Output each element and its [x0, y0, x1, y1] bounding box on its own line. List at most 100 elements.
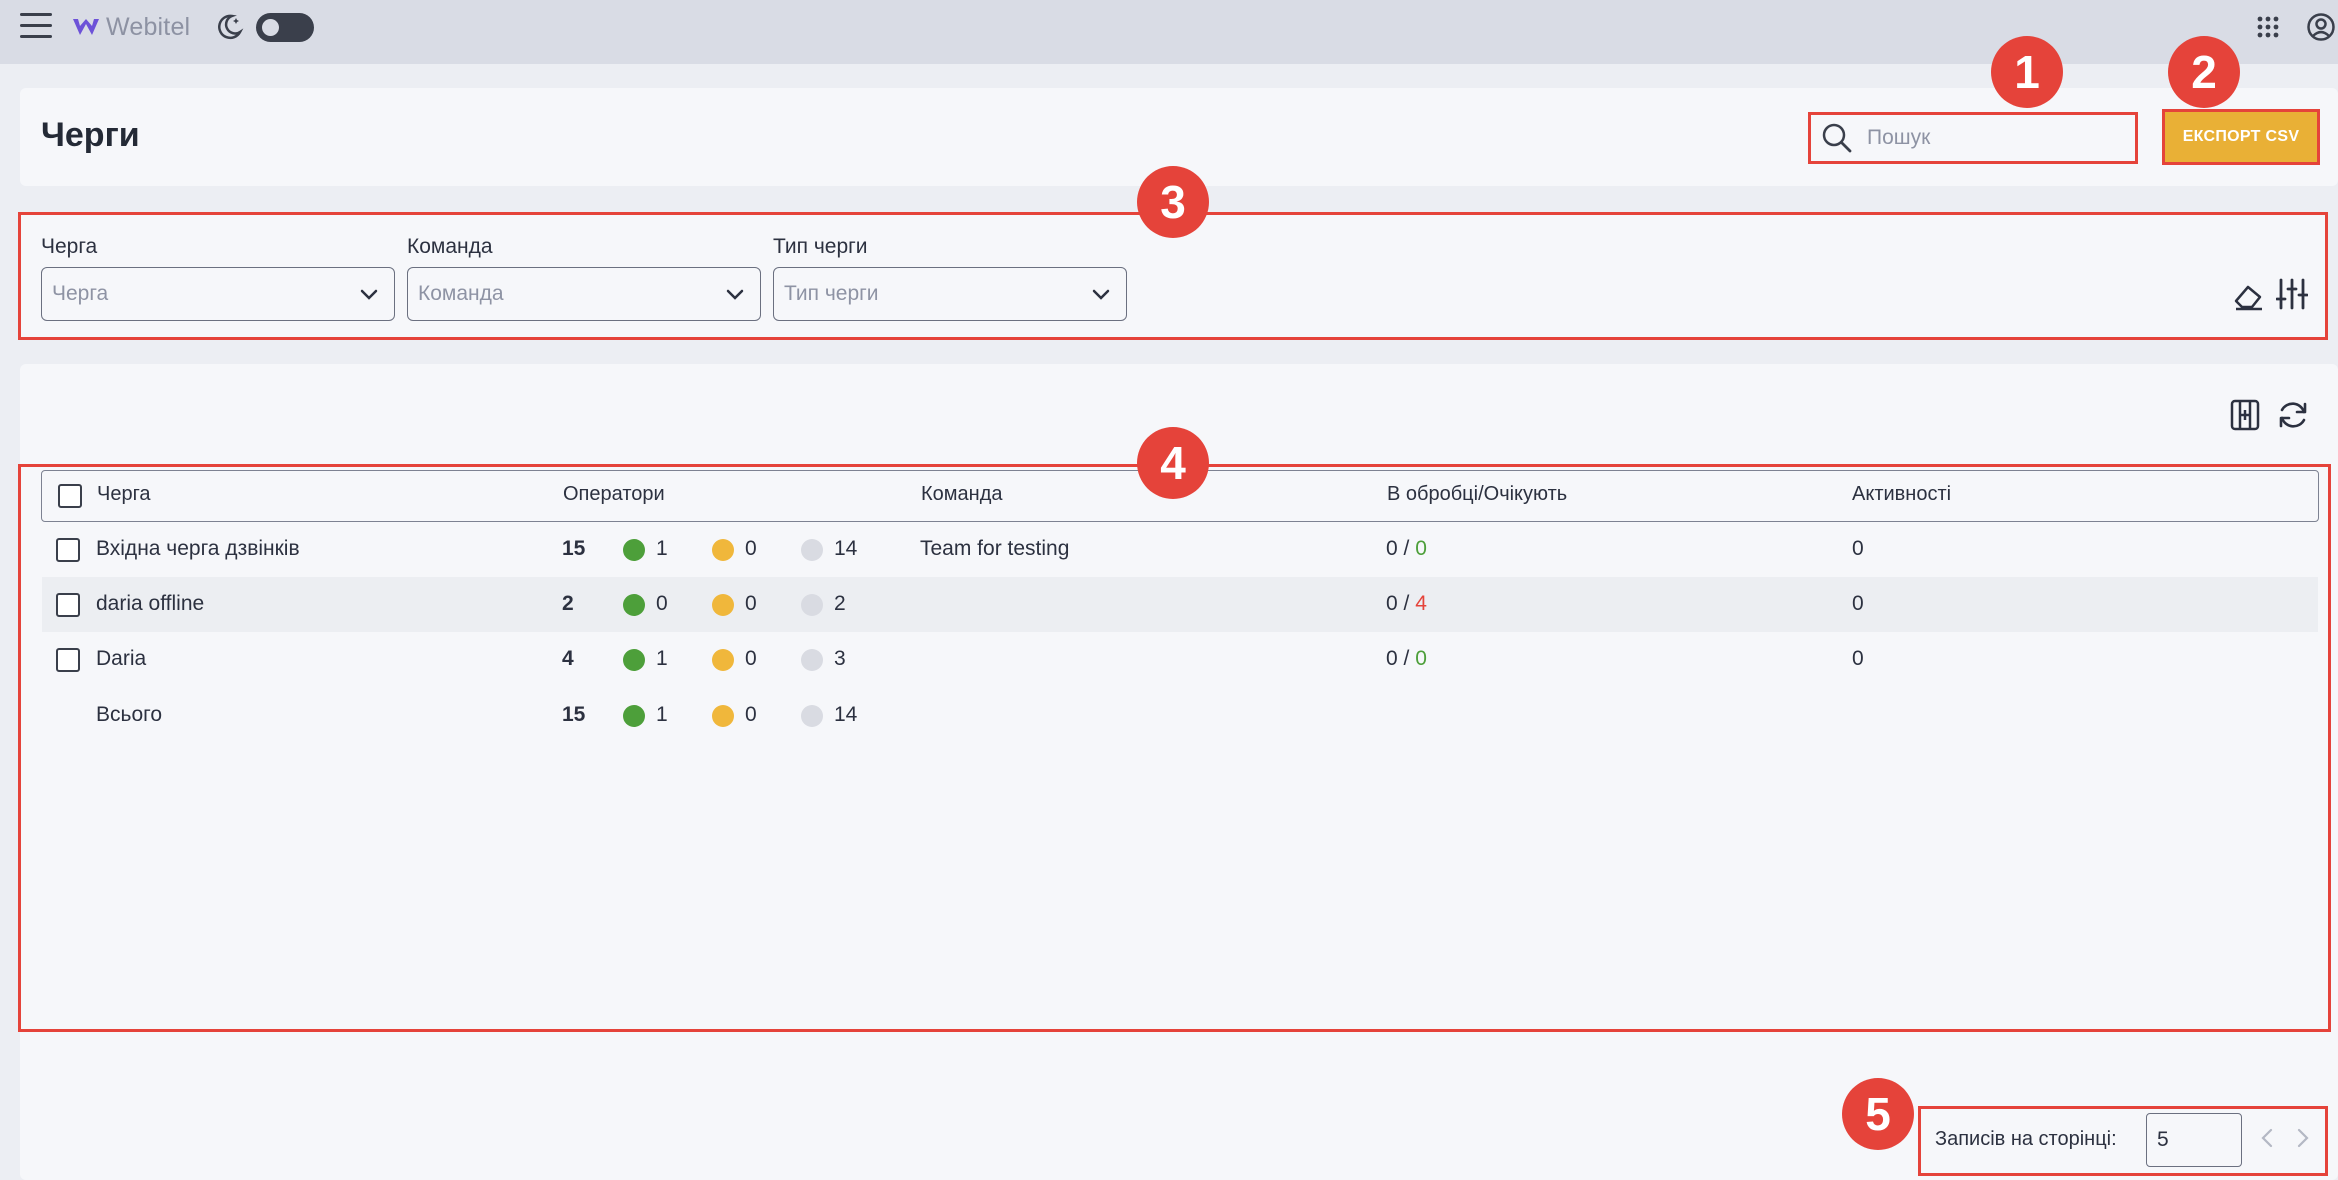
- operators-total: 4: [562, 647, 574, 670]
- team-filter-label: Команда: [407, 235, 493, 258]
- processing-count: 0: [1386, 537, 1398, 560]
- activities-count: 0: [1852, 592, 1864, 615]
- annotation-badge-4: 4: [1137, 427, 1209, 499]
- row-checkbox[interactable]: [56, 538, 80, 562]
- per-page-input[interactable]: [2146, 1113, 2242, 1167]
- queue-type-filter-placeholder: Тип черги: [784, 282, 879, 305]
- online-status-dot: [623, 649, 645, 671]
- online-status-dot: [623, 594, 645, 616]
- processing-count: 0: [1386, 592, 1398, 615]
- filter-bar: Черга Черга Команда Команда Тип черги Ти…: [18, 212, 2328, 340]
- activities-count: 0: [1852, 537, 1864, 560]
- table-row[interactable]: Вхідна черга дзвінків 15 1 0 14 Team for…: [42, 522, 2318, 577]
- filter-settings-icon[interactable]: [2276, 277, 2308, 311]
- column-select-icon[interactable]: [2229, 398, 2261, 432]
- pause-status-dot: [712, 594, 734, 616]
- operators-offline: 14: [834, 703, 858, 726]
- per-page-label: Записів на сторінці:: [1935, 1128, 2117, 1150]
- operators-online: 1: [656, 537, 668, 560]
- team-filter-select[interactable]: Команда: [407, 267, 761, 321]
- column-header-processing-waiting[interactable]: В обробці/Очікують: [1387, 483, 1568, 505]
- column-header-queue[interactable]: Черга: [97, 483, 151, 505]
- operators-online: 1: [656, 703, 668, 726]
- select-all-checkbox[interactable]: [58, 484, 82, 508]
- operators-total: 15: [562, 703, 586, 726]
- waiting-count: 0: [1415, 537, 1427, 560]
- operators-total: 2: [562, 592, 574, 615]
- chevron-down-icon: [1092, 289, 1110, 300]
- page-title: Черги: [41, 116, 140, 154]
- separator: /: [1403, 592, 1410, 615]
- row-checkbox[interactable]: [56, 648, 80, 672]
- offline-status-dot: [801, 539, 823, 561]
- pagination-bar: [1918, 1106, 2328, 1176]
- separator: /: [1403, 537, 1410, 560]
- row-checkbox[interactable]: [56, 593, 80, 617]
- apps-grid-icon[interactable]: [2256, 15, 2280, 39]
- queue-filter-placeholder: Черга: [52, 282, 109, 305]
- theme-toggle[interactable]: [256, 13, 314, 42]
- webitel-logo-icon: [73, 19, 99, 35]
- chevron-down-icon: [360, 289, 378, 300]
- export-csv-button[interactable]: ЕКСПОРТ CSV: [2162, 109, 2320, 165]
- queue-type-filter: Тип черги Тип черги: [773, 235, 1127, 321]
- search-input[interactable]: [1867, 126, 2117, 150]
- queue-type-filter-select[interactable]: Тип черги: [773, 267, 1127, 321]
- chevron-down-icon: [726, 289, 744, 300]
- column-header-team[interactable]: Команда: [921, 483, 1003, 505]
- queue-name[interactable]: daria offline: [96, 592, 205, 615]
- queue-filter-label: Черга: [41, 235, 98, 258]
- operators-pause: 0: [745, 647, 757, 670]
- operators-pause: 0: [745, 537, 757, 560]
- search-icon: [1822, 123, 1852, 153]
- team-name: Team for testing: [920, 537, 1070, 560]
- online-status-dot: [623, 539, 645, 561]
- search-box[interactable]: [1808, 112, 2138, 164]
- top-bar: Webitel: [0, 0, 2338, 64]
- menu-icon[interactable]: [20, 13, 52, 41]
- logo[interactable]: Webitel: [72, 12, 190, 42]
- operators-total: 15: [562, 537, 586, 560]
- activities-count: 0: [1852, 647, 1864, 670]
- processing-waiting: 0 / 0: [1386, 647, 1427, 671]
- eraser-icon[interactable]: [2232, 281, 2266, 311]
- operators-offline: 3: [834, 647, 846, 670]
- queue-filter-select[interactable]: Черга: [41, 267, 395, 321]
- team-filter: Команда Команда: [407, 235, 761, 321]
- separator: /: [1403, 647, 1410, 670]
- brand-name: Webitel: [106, 12, 191, 41]
- waiting-count: 4: [1415, 592, 1427, 615]
- offline-status-dot: [801, 705, 823, 727]
- queue-name[interactable]: Daria: [96, 647, 147, 670]
- queue-name[interactable]: Вхідна черга дзвінків: [96, 537, 300, 560]
- offline-status-dot: [801, 594, 823, 616]
- operators-online: 0: [656, 592, 668, 615]
- refresh-icon[interactable]: [2276, 398, 2310, 432]
- team-filter-placeholder: Команда: [418, 282, 504, 305]
- column-header-operators[interactable]: Оператори: [563, 483, 665, 505]
- user-account-icon[interactable]: [2306, 12, 2336, 42]
- column-header-activities[interactable]: Активності: [1852, 483, 1952, 505]
- waiting-count: 0: [1415, 647, 1427, 670]
- moon-icon: [218, 14, 244, 40]
- annotation-badge-3: 3: [1137, 166, 1209, 238]
- online-status-dot: [623, 705, 645, 727]
- annotation-badge-2: 2: [2168, 36, 2240, 108]
- queue-type-filter-label: Тип черги: [773, 235, 868, 258]
- pause-status-dot: [712, 705, 734, 727]
- total-label: Всього: [96, 703, 163, 726]
- table-total-row: Всього 15 1 0 14: [42, 688, 2318, 743]
- offline-status-dot: [801, 649, 823, 671]
- table-row[interactable]: daria offline 2 0 0 2 0 / 4 0: [42, 577, 2318, 632]
- pause-status-dot: [712, 539, 734, 561]
- operators-offline: 2: [834, 592, 846, 615]
- processing-waiting: 0 / 4: [1386, 592, 1427, 616]
- annotation-badge-5: 5: [1842, 1078, 1914, 1150]
- processing-waiting: 0 / 0: [1386, 537, 1427, 561]
- table-row[interactable]: Daria 4 1 0 3 0 / 0 0: [42, 632, 2318, 687]
- chevron-left-icon[interactable]: [2260, 1128, 2274, 1148]
- operators-pause: 0: [745, 703, 757, 726]
- pause-status-dot: [712, 649, 734, 671]
- chevron-right-icon[interactable]: [2296, 1128, 2310, 1148]
- annotation-badge-1: 1: [1991, 36, 2063, 108]
